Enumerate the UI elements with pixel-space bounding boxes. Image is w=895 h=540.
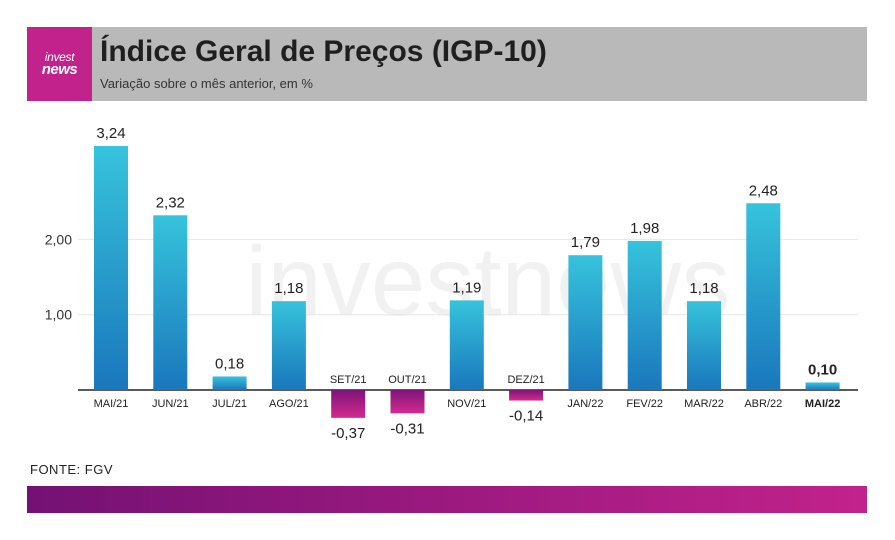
x-tick-label: AGO/21 — [269, 398, 309, 410]
bar — [153, 215, 188, 390]
chart-title: Índice Geral de Preços (IGP-10) — [100, 35, 547, 68]
x-tick-label: MAR/22 — [684, 398, 724, 410]
data-label: 2,32 — [156, 194, 185, 211]
bar — [746, 203, 781, 390]
data-label: -0,14 — [509, 408, 543, 425]
data-label: 0,18 — [215, 355, 244, 372]
data-label: -0,31 — [390, 420, 424, 437]
x-tick-label: NOV/21 — [447, 398, 486, 410]
x-tick-label: JUL/21 — [212, 398, 247, 410]
data-label: 1,18 — [274, 280, 303, 297]
source-note: FONTE: FGV — [30, 462, 113, 477]
bar — [687, 301, 721, 390]
bar — [509, 390, 544, 401]
bars-group — [94, 146, 840, 418]
x-tick-label: JAN/22 — [567, 398, 603, 410]
bar — [627, 240, 662, 390]
bar — [94, 146, 128, 390]
bar-chart: investnews 1,002,00 3,24MAI/212,32JUN/21… — [45, 125, 858, 442]
footer-bar — [27, 486, 867, 513]
bar — [390, 390, 425, 414]
data-label: 1,18 — [689, 280, 718, 297]
logo-text-invest: invest — [44, 49, 75, 64]
bar — [331, 390, 366, 418]
data-label: 3,24 — [96, 125, 125, 142]
data-label: 0,10 — [808, 361, 837, 378]
bar — [568, 255, 603, 390]
logo-text-news: news — [41, 60, 78, 78]
labels-group: 3,24 MAI/21 2,32 JUN/21 0,18 JUL/21 1,18 AGO/21… — [94, 125, 841, 442]
chart-header: invest news Índice Geral de Preços (IGP-… — [27, 27, 867, 101]
y-tick-label: 2,00 — [45, 231, 72, 247]
bar — [805, 382, 840, 390]
investnews-logo: invest news — [27, 27, 92, 101]
data-label: -0,37 — [331, 425, 365, 442]
x-tick-label: DEZ/21 — [507, 374, 544, 386]
data-label: 2,48 — [749, 182, 778, 199]
x-tick-label: JUN/21 — [152, 398, 189, 410]
data-label: 1,19 — [452, 279, 481, 296]
bar — [271, 301, 306, 390]
x-tick-label: SET/21 — [330, 374, 367, 386]
data-label: 1,79 — [571, 234, 600, 251]
x-tick-label: ABR/22 — [744, 398, 782, 410]
x-tick-label: FEV/22 — [626, 398, 663, 410]
chart-subtitle: Variação sobre o mês anterior, em % — [100, 76, 313, 91]
data-label: 1,98 — [630, 220, 659, 237]
y-tick-label: 1,00 — [45, 307, 72, 323]
bar — [449, 300, 484, 390]
x-tick-label: MAI/22 — [805, 398, 840, 410]
x-tick-label: MAI/21 — [94, 398, 129, 410]
bar — [212, 376, 247, 390]
x-tick-label: OUT/21 — [388, 374, 427, 386]
